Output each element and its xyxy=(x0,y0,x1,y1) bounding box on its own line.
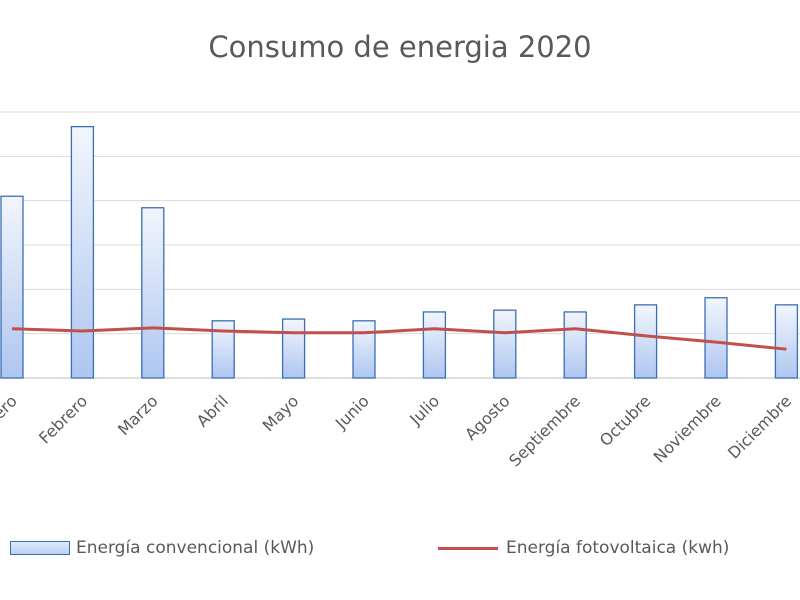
bar xyxy=(141,207,165,379)
x-tick-label: Marzo xyxy=(114,391,162,439)
x-tick-label: Julio xyxy=(405,391,443,429)
bar xyxy=(774,304,799,379)
chart-title: Consumo de energia 2020 xyxy=(208,30,592,64)
legend-item-photovoltaic: Energía fotovoltaica (kwh) xyxy=(438,538,729,558)
bar xyxy=(281,318,306,379)
x-tick-label: Febrero xyxy=(35,391,91,447)
legend-item-conventional: Energía convencional (kWh) xyxy=(10,538,314,558)
bar xyxy=(0,195,24,379)
x-tick-label: Agosto xyxy=(461,391,514,444)
x-tick-label: Noviembre xyxy=(650,391,725,466)
legend-swatch-bar xyxy=(10,541,70,555)
bar xyxy=(422,311,447,379)
bar xyxy=(704,297,728,379)
legend-label: Energía fotovoltaica (kwh) xyxy=(506,538,730,558)
bar xyxy=(352,320,376,379)
bar xyxy=(211,320,235,379)
x-tick-label: Junio xyxy=(331,391,373,433)
bar xyxy=(493,309,517,379)
bar xyxy=(70,125,95,379)
x-tick-label: Enero xyxy=(0,391,21,437)
bar xyxy=(633,304,658,379)
x-tick-label: Mayo xyxy=(259,391,303,435)
legend-label: Energía convencional (kWh) xyxy=(76,538,315,558)
x-tick-label: Octubre xyxy=(596,391,655,450)
x-tick-label: Abril xyxy=(193,391,232,430)
x-tick-label: Septiembre xyxy=(505,391,584,470)
series-line xyxy=(11,326,787,351)
legend-swatch-line xyxy=(438,546,498,550)
bar xyxy=(563,311,587,379)
x-tick-label: Diciembre xyxy=(724,391,795,462)
